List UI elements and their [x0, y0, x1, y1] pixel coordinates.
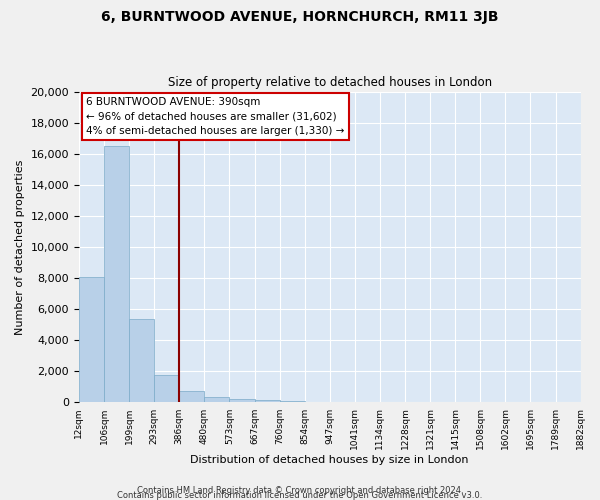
- Bar: [205, 396, 229, 402]
- Text: Contains public sector information licensed under the Open Government Licence v3: Contains public sector information licen…: [118, 491, 482, 500]
- Text: 6 BURNTWOOD AVENUE: 390sqm
← 96% of detached houses are smaller (31,602)
4% of s: 6 BURNTWOOD AVENUE: 390sqm ← 96% of deta…: [86, 96, 345, 136]
- Bar: [229, 399, 254, 402]
- Bar: [129, 320, 154, 402]
- Bar: [254, 400, 280, 402]
- Bar: [280, 400, 305, 402]
- Bar: [179, 391, 205, 402]
- X-axis label: Distribution of detached houses by size in London: Distribution of detached houses by size …: [190, 455, 469, 465]
- Title: Size of property relative to detached houses in London: Size of property relative to detached ho…: [167, 76, 492, 90]
- Text: 6, BURNTWOOD AVENUE, HORNCHURCH, RM11 3JB: 6, BURNTWOOD AVENUE, HORNCHURCH, RM11 3J…: [101, 10, 499, 24]
- Bar: [154, 376, 179, 402]
- Bar: [79, 276, 104, 402]
- Bar: [104, 146, 129, 402]
- Y-axis label: Number of detached properties: Number of detached properties: [15, 160, 25, 335]
- Text: Contains HM Land Registry data © Crown copyright and database right 2024.: Contains HM Land Registry data © Crown c…: [137, 486, 463, 495]
